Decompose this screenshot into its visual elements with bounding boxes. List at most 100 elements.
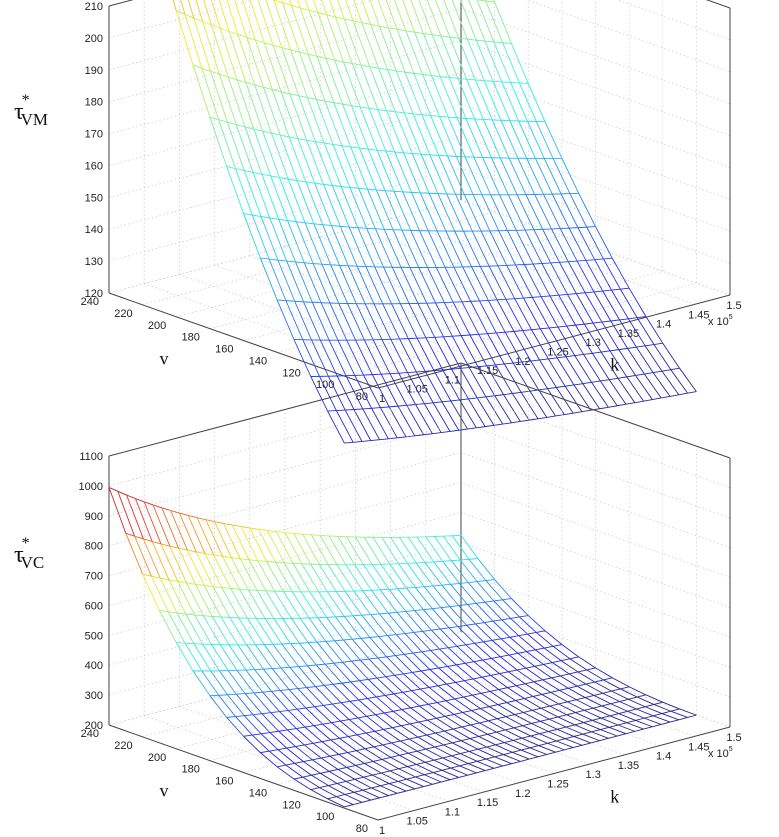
surface-mesh-line	[468, 558, 478, 560]
surface-mesh-line	[363, 774, 373, 778]
surface-mesh-line	[362, 408, 380, 440]
surface-mesh-line	[161, 507, 171, 511]
surface-mesh-line	[428, 703, 446, 717]
surface-mesh-line	[299, 617, 318, 643]
surface-mesh-line	[356, 266, 375, 305]
surface-mesh-line	[372, 537, 391, 565]
surface-mesh-line	[443, 742, 453, 746]
k-tick-label: 1.45	[688, 741, 709, 753]
surface-mesh-line	[209, 695, 228, 718]
surface-mesh-line	[549, 326, 558, 329]
surface-mesh-line	[386, 655, 396, 658]
surface-mesh-line	[584, 322, 594, 325]
surface-mesh-line	[211, 644, 229, 671]
v-tick-label: 200	[148, 320, 166, 332]
surface-mesh-line	[283, 591, 301, 619]
surface-mesh-line	[576, 697, 586, 701]
surface-mesh-line	[142, 573, 152, 577]
surface-mesh-line	[218, 0, 230, 32]
surface-mesh-line	[617, 722, 627, 726]
surface-mesh-line	[583, 352, 593, 355]
surface-mesh-line	[383, 729, 401, 742]
surface-mesh-line	[372, 774, 390, 784]
surface-mesh-line	[429, 667, 439, 670]
surface-mesh-line	[407, 338, 426, 372]
surface-mesh-line	[304, 222, 323, 265]
surface-mesh-line	[465, 644, 483, 661]
surface-mesh-line	[284, 562, 294, 564]
surface-mesh-line	[261, 173, 271, 177]
surface-mesh-line	[314, 704, 324, 708]
surface-mesh-line	[313, 741, 322, 744]
surface-mesh-line	[517, 158, 536, 195]
surface-mesh-line	[279, 177, 289, 180]
surface-mesh-line	[529, 390, 548, 418]
surface-mesh-line	[357, 717, 375, 732]
surface-mesh-line	[220, 27, 230, 32]
surface-mesh-line	[336, 794, 346, 798]
surface-mesh-line	[313, 223, 323, 226]
surface-mesh-line	[500, 120, 519, 159]
surface-mesh-line	[351, 660, 369, 680]
surface-mesh-line	[298, 95, 308, 99]
surface-mesh-line	[244, 170, 254, 173]
surface-mesh-line	[280, 134, 290, 138]
surface-mesh-line	[397, 790, 407, 794]
surface-mesh-line	[480, 692, 499, 705]
surface-mesh-line	[354, 776, 364, 780]
surface-mesh-line	[450, 767, 468, 776]
surface-mesh-line	[364, 760, 374, 764]
surface-mesh-line	[585, 681, 595, 685]
surface-mesh-line	[399, 754, 417, 765]
v-tick-label: 100	[316, 379, 334, 391]
surface-mesh-line	[331, 185, 350, 228]
surface-mesh-line	[627, 708, 637, 712]
surface-mesh-line	[546, 751, 556, 755]
surface-mesh-line	[403, 654, 422, 672]
surface-mesh-line	[332, 702, 342, 705]
surface-mesh-line	[412, 153, 422, 155]
surface-mesh-line	[626, 375, 636, 378]
surface-mesh-line	[352, 637, 362, 640]
surface-mesh-line	[308, 641, 318, 644]
surface-mesh-line	[264, 42, 274, 46]
z-tick-label: 800	[85, 541, 103, 553]
surface-mesh-line	[405, 788, 415, 792]
surface-mesh-line	[586, 667, 596, 671]
surface-mesh-line	[324, 100, 334, 104]
surface-mesh-line	[394, 674, 412, 692]
surface-mesh-line	[514, 297, 524, 300]
surface-mesh-line	[344, 794, 363, 803]
surface-mesh-line	[541, 691, 551, 695]
surface-mesh-line	[422, 629, 432, 632]
surface-mesh-line	[458, 37, 468, 40]
surface-mesh-line	[286, 747, 304, 762]
surface-mesh-line	[262, 131, 280, 178]
surface-mesh-line	[593, 321, 602, 324]
surface-mesh-line	[609, 726, 627, 735]
floor-gridline-y	[142, 211, 495, 306]
surface-mesh-line	[448, 645, 458, 649]
surface-mesh-line	[457, 624, 467, 627]
surface-mesh-line	[602, 690, 612, 694]
surface-mesh-line	[371, 785, 381, 789]
surface-mesh-line	[235, 715, 245, 717]
surface-mesh-line	[337, 340, 356, 376]
surface-mesh-line	[532, 707, 542, 711]
surface-mesh-line	[366, 228, 384, 268]
surface-mesh-line	[389, 780, 399, 785]
surface-mesh-line	[492, 620, 511, 638]
surface-mesh-line	[290, 643, 308, 667]
surface-mesh-line	[433, 759, 451, 769]
surface-mesh-line	[584, 709, 602, 719]
surface-mesh-line	[270, 175, 288, 221]
surface-mesh-line	[342, 660, 352, 663]
wall-gridline-z	[616, 0, 731, 41]
surface-mesh-line	[599, 737, 609, 742]
surface-mesh-line	[611, 258, 630, 289]
surface-mesh-line	[499, 194, 517, 231]
surface-mesh-line	[170, 510, 180, 514]
v-tick-label: 120	[282, 367, 300, 379]
surface-mesh-line	[428, 702, 438, 705]
surface-mesh-line	[187, 549, 205, 586]
